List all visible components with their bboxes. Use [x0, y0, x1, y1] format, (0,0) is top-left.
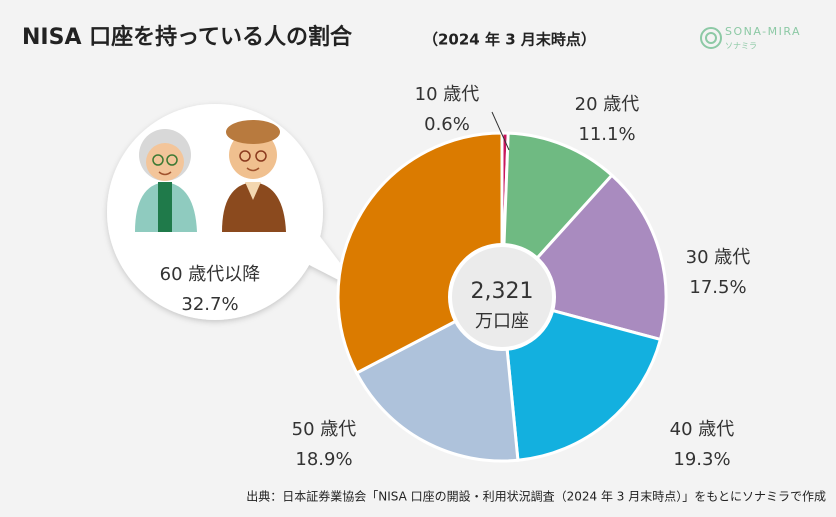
- illustration: [135, 120, 286, 232]
- slice-label: 40 歳代: [670, 419, 735, 440]
- slice-label: 60 歳代以降: [160, 264, 261, 285]
- center-unit: 万口座: [475, 311, 529, 332]
- slice-label: 10 歳代: [415, 84, 480, 105]
- leader-line: [491, 111, 510, 151]
- value-label: 19.3%: [673, 449, 730, 470]
- slice-label: 50 歳代: [292, 419, 357, 440]
- value-label: 0.6%: [424, 114, 470, 135]
- value-label: 32.7%: [181, 294, 238, 315]
- logo-kana: ソナミラ: [725, 42, 757, 51]
- logo: SONA-MIRA ソナミラ: [700, 25, 801, 51]
- logo-name: SONA-MIRA: [725, 25, 801, 38]
- slice-label: 20 歳代: [575, 94, 640, 115]
- donut-hole: [448, 243, 556, 351]
- value-label: 11.1%: [578, 124, 635, 145]
- slice-label: 30 歳代: [686, 247, 751, 268]
- value-label: 17.5%: [689, 277, 746, 298]
- chart-subtitle: （2024 年 3 月末時点）: [423, 31, 596, 49]
- source-note: 出典：日本証券業協会「NISA 口座の開設・利用状況調査（2024 年 3 月末…: [246, 489, 826, 504]
- value-label: 18.9%: [295, 449, 352, 470]
- center-value: 2,321: [471, 279, 534, 304]
- slice: [500, 294, 663, 462]
- chart-title: NISA 口座を持っている人の割合: [22, 24, 353, 50]
